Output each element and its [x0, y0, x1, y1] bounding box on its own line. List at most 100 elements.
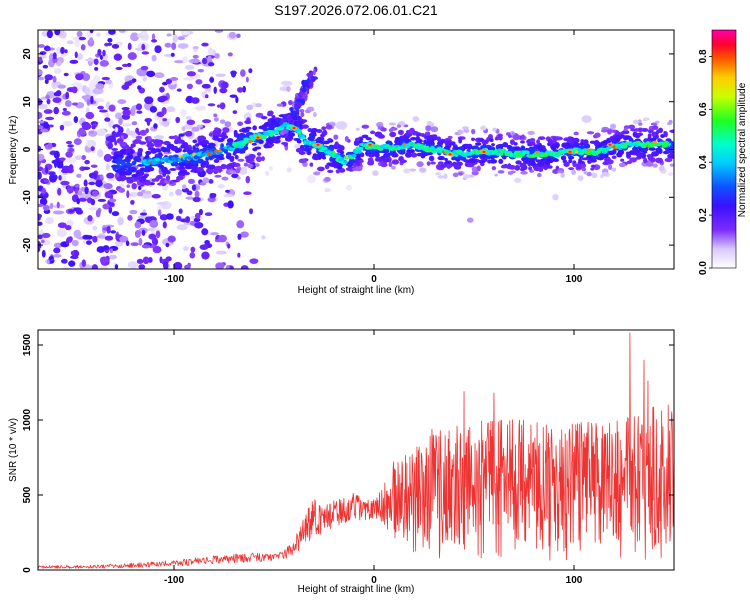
spectrogram-cell — [119, 141, 127, 147]
spectrogram-cell — [88, 181, 96, 186]
spectrogram-cell — [415, 136, 421, 142]
spectrogram-cell — [165, 242, 170, 248]
spectrogram-cell — [208, 133, 213, 137]
spectrogram-cell — [85, 111, 95, 120]
spectrogram-cell — [63, 72, 69, 77]
spectrogram-cell — [399, 159, 407, 164]
spectrogram-cell — [430, 126, 439, 133]
spectrogram-cell — [642, 117, 650, 121]
spectrogram-cell — [48, 256, 55, 260]
spectrogram-cell — [647, 133, 652, 138]
spectrogram-cell — [192, 46, 199, 50]
spectrogram-cell — [64, 100, 72, 107]
spectrogram-cell — [507, 171, 514, 175]
spectrogram-cell — [68, 260, 76, 267]
spectrogram-cell — [125, 240, 130, 247]
spectrogram-cell — [69, 59, 79, 64]
spectrogram-cell — [213, 168, 220, 174]
spectrogram-cell — [539, 148, 547, 153]
spectrogram-cell — [96, 32, 101, 37]
spectrogram-cell — [563, 161, 570, 167]
spectrogram-cell — [611, 155, 617, 160]
spectrogram-cell — [380, 127, 387, 132]
spectrogram-cell — [235, 167, 241, 174]
spectrogram-cell — [121, 63, 129, 68]
spectrogram-cell — [73, 138, 82, 145]
spectrogram-cell — [594, 132, 601, 138]
spectrogram-cell — [491, 143, 495, 147]
spectrogram-cell — [159, 95, 168, 102]
spectrogram-cell — [179, 170, 187, 174]
spectrogram-cell — [68, 236, 73, 242]
spectrogram-cell — [136, 258, 144, 264]
colorbar-label: Normalized spectral amplitude — [737, 82, 748, 217]
spectrogram-cell — [212, 130, 221, 137]
spectrogram-cell — [151, 237, 159, 246]
spectrogram-cell — [626, 152, 630, 157]
spectrogram-cell — [346, 184, 352, 191]
spectrogram-cell — [40, 128, 49, 133]
spectrogram-cell — [491, 166, 497, 171]
spectrogram-cell — [245, 175, 251, 184]
spectrogram-cell — [243, 191, 252, 196]
spectrogram-cell — [227, 200, 234, 209]
spectrogram-cell — [127, 214, 133, 221]
spectrogram-cell — [46, 98, 51, 105]
spectrogram-cell — [486, 154, 492, 160]
spectrogram-cell — [111, 164, 118, 169]
spectrogram-cell — [44, 79, 49, 85]
spectrogram-cell — [207, 103, 216, 107]
spectrogram-cell — [73, 116, 79, 123]
spectrogram-cell — [399, 138, 406, 143]
spectrogram-cell — [114, 264, 119, 269]
spectrogram-cell — [118, 175, 127, 181]
spectrogram-cell — [528, 166, 533, 171]
spectrogram-cell — [148, 166, 155, 172]
spectrogram-cell — [49, 175, 57, 183]
spectrogram-cell — [71, 86, 78, 94]
spectrogram-cell — [610, 124, 616, 130]
y-tick-label: 500 — [22, 486, 33, 503]
spectrogram-cell — [204, 141, 210, 145]
spectrogram-cell — [161, 168, 169, 173]
spectrogram-cell — [196, 124, 203, 128]
spectrogram-cell — [651, 131, 657, 137]
spectrogram-cell — [38, 125, 44, 130]
spectrogram-cell — [537, 161, 545, 167]
spectrogram-cell — [136, 164, 145, 167]
spectrogram-cell — [123, 164, 130, 169]
spectrogram-cell — [388, 122, 397, 126]
spectrogram-cell — [109, 248, 114, 254]
spectrogram-cell — [214, 174, 222, 178]
spectrogram-cell — [192, 196, 201, 203]
spectrogram-cell — [255, 103, 262, 108]
spectrogram-cell — [135, 135, 143, 140]
spectrogram-cell — [624, 135, 632, 140]
spectrogram-cell — [234, 154, 239, 160]
spectrogram-cell — [57, 84, 67, 89]
spectrogram-cell — [182, 56, 189, 64]
spectrogram-cell — [169, 180, 174, 185]
spectrogram-cell — [597, 153, 605, 158]
spectrogram-cell — [240, 265, 249, 269]
spectrogram-cell — [443, 173, 448, 179]
spectrogram-cell — [389, 131, 397, 138]
spectrogram-cell — [571, 169, 577, 175]
spectrogram-cell — [391, 165, 396, 170]
spectrogram-cell — [86, 240, 92, 245]
spectrogram-cell — [138, 237, 143, 246]
spectrogram-cell — [381, 149, 389, 153]
spectrogram-cell — [616, 151, 623, 158]
spectrogram-cell — [173, 139, 179, 145]
spectrogram-cell — [193, 217, 201, 223]
spectrogram-cell — [318, 153, 326, 158]
spectrogram-cell — [601, 129, 608, 133]
spectrogram-cell — [214, 239, 223, 243]
spectrogram-cell — [52, 210, 65, 215]
spectrogram-cell — [508, 146, 515, 150]
spectrogram-cell — [497, 170, 505, 174]
spectrogram-cell — [556, 136, 563, 141]
spectrogram-cell — [544, 160, 550, 165]
spectrogram-cell — [202, 119, 212, 124]
spectrogram-cell — [444, 160, 453, 165]
